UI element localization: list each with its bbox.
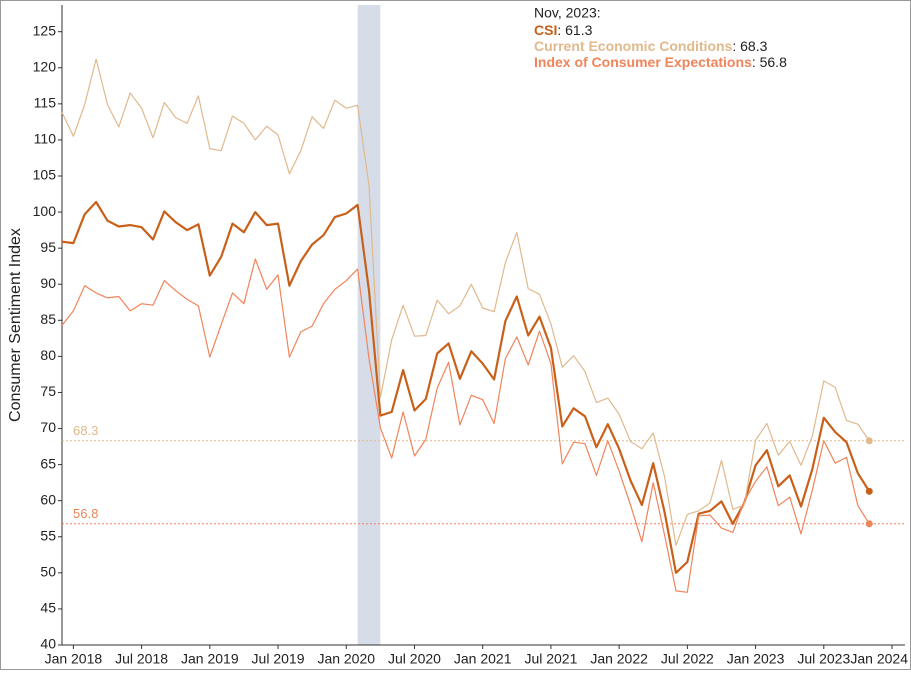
legend-name: CSI	[534, 22, 557, 38]
y-tick-label: 120	[33, 58, 57, 74]
separator: :	[732, 38, 740, 54]
legend-entry: Current Economic Conditions: 68.3	[534, 38, 768, 54]
legend-value: 61.3	[565, 22, 592, 38]
y-tick-label: 70	[40, 419, 56, 435]
annotation: Nov, 2023: CSI: 61.3 Current Economic Co…	[534, 5, 787, 70]
x-tick-label: Jan 2024	[850, 651, 908, 667]
x-tick-label: Jul 2018	[115, 651, 168, 667]
y-axis-label: Consumer Sentiment Index	[7, 228, 24, 422]
x-tick-label: Jul 2020	[388, 651, 441, 667]
legend-name: Index of Consumer Expectations	[534, 54, 752, 70]
y-tick-label: 80	[40, 347, 56, 363]
y-tick-label: 55	[40, 527, 56, 543]
y-tick-label: 85	[40, 311, 56, 327]
y-tick-label: 125	[33, 22, 57, 38]
end-dot	[865, 487, 873, 495]
annotation-title: Nov, 2023:	[534, 5, 601, 21]
x-tick-label: Jan 2023	[727, 651, 785, 667]
x-tick-label: Jul 2021	[524, 651, 577, 667]
x-tick-label: Jan 2019	[181, 651, 239, 667]
series-line	[61, 200, 871, 574]
reference-label: 68.3	[73, 423, 98, 438]
series-line	[61, 58, 870, 546]
y-tick-label: 40	[40, 636, 56, 652]
legend-name: Current Economic Conditions	[534, 38, 733, 54]
series-line	[61, 258, 870, 593]
x-tick-label: Jul 2023	[797, 651, 850, 667]
x-tick-label: Jan 2022	[590, 651, 648, 667]
x-tick-label: Jan 2018	[45, 651, 103, 667]
reference-label: 56.8	[73, 506, 98, 521]
y-tick-label: 60	[40, 491, 56, 507]
y-tick-label: 105	[33, 167, 57, 183]
y-tick-label: 90	[40, 275, 56, 291]
y-tick-label: 110	[34, 131, 57, 147]
legend-entry: Index of Consumer Expectations: 56.8	[534, 54, 787, 70]
y-tick-label: 50	[40, 564, 56, 580]
legend-value: 68.3	[740, 38, 767, 54]
separator: :	[752, 54, 760, 70]
y-tick-label: 75	[40, 383, 56, 399]
x-tick-label: Jan 2020	[317, 651, 375, 667]
x-tick-label: Jul 2022	[661, 651, 714, 667]
legend-entry: CSI: 61.3	[534, 22, 593, 38]
legend-value: 56.8	[760, 54, 787, 70]
separator: :	[557, 22, 565, 38]
y-tick-label: 100	[33, 203, 57, 219]
x-tick-label: Jul 2019	[252, 651, 305, 667]
y-tick-label: 95	[40, 239, 56, 255]
recession-band	[357, 5, 381, 645]
y-tick-label: 115	[34, 95, 57, 111]
y-tick-label: 45	[40, 600, 56, 616]
x-tick-label: Jan 2021	[454, 651, 512, 667]
y-tick-label: 65	[40, 455, 56, 471]
end-dot	[865, 520, 873, 528]
end-dot	[865, 437, 873, 445]
